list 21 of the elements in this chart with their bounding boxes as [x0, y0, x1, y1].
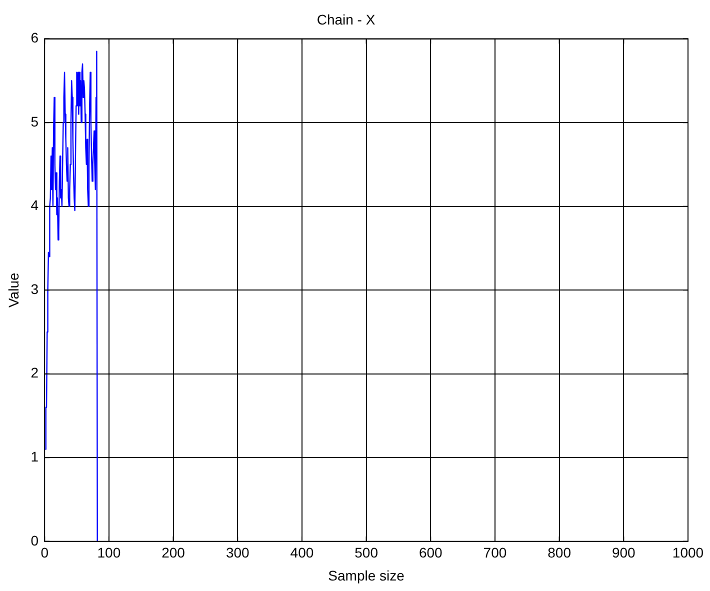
x-axis-title: Sample size	[328, 567, 405, 584]
y-tick-label: 6	[30, 30, 39, 46]
x-tick-label: 500	[354, 544, 378, 561]
y-tick-label: 0	[30, 532, 39, 548]
y-tick-label: 1	[30, 448, 39, 464]
chart-title: Chain - X	[316, 11, 376, 28]
x-tick-label: 400	[290, 544, 314, 561]
x-tick-label: 300	[226, 544, 250, 561]
x-tick-label: 900	[612, 544, 636, 561]
x-tick-label: 800	[548, 544, 572, 561]
x-tick-label: 0	[40, 544, 49, 561]
x-tick-label: 600	[418, 544, 443, 561]
x-tick-label: 100	[97, 544, 121, 561]
y-tick-label: 5	[30, 113, 39, 130]
x-tick-label: 700	[483, 544, 507, 561]
y-tick-label: 3	[30, 280, 39, 297]
y-axis-title: Value	[5, 272, 22, 308]
y-tick-label: 4	[30, 197, 39, 214]
x-tick-label: 1000	[672, 544, 704, 561]
y-tick-label: 2	[30, 364, 39, 381]
x-tick-label: 200	[162, 544, 186, 561]
